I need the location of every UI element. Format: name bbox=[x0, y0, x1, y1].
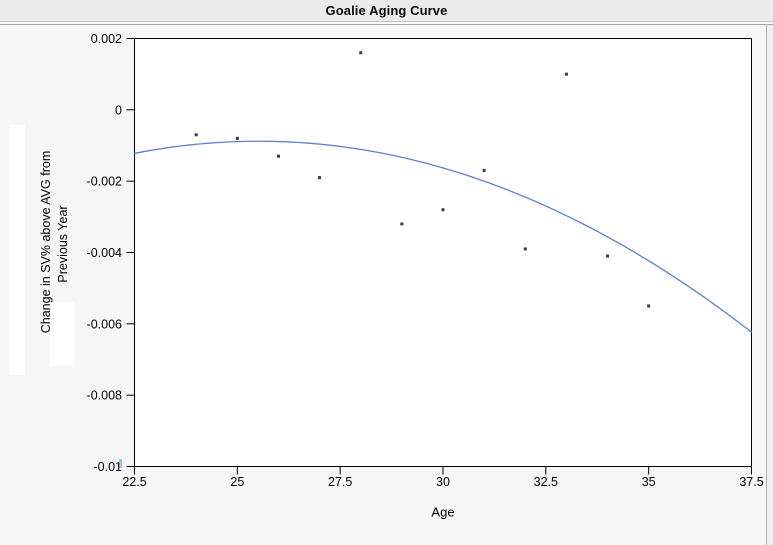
y-tick-label: -0.01 bbox=[94, 460, 123, 474]
x-tick-label: 37.5 bbox=[739, 475, 763, 489]
x-axis: 22.5 25 27.5 30 32.5 35 37.5 bbox=[122, 466, 764, 489]
y-axis: 0.002 0 -0.002 -0.004 -0.006 -0.008 -0.01 bbox=[87, 32, 135, 474]
outline-title-bar[interactable]: Goalie Aging Curve bbox=[0, 0, 773, 22]
data-point[interactable] bbox=[564, 72, 568, 76]
page-title: Goalie Aging Curve bbox=[325, 3, 448, 18]
x-tick-label: 27.5 bbox=[328, 475, 352, 489]
artifact-blue-tick bbox=[119, 459, 122, 468]
x-tick-label: 22.5 bbox=[122, 475, 146, 489]
y-axis-label-line2: Previous Year bbox=[56, 205, 70, 283]
artifact-white-patch bbox=[9, 125, 25, 375]
data-point[interactable] bbox=[194, 133, 198, 137]
data-point[interactable] bbox=[318, 176, 322, 180]
y-tick-label: 0 bbox=[115, 103, 122, 117]
y-tick-label: -0.006 bbox=[87, 317, 122, 331]
plot-area bbox=[134, 38, 752, 467]
x-axis-label: Age bbox=[431, 504, 455, 520]
scatter-points bbox=[194, 51, 651, 308]
y-axis-label-line1: Change in SV% above AVG from bbox=[39, 150, 53, 334]
data-point[interactable] bbox=[482, 168, 486, 172]
title-divider bbox=[0, 22, 773, 25]
y-tick-label: -0.008 bbox=[87, 389, 122, 403]
artifact-white-patch bbox=[50, 302, 74, 366]
data-point[interactable] bbox=[441, 208, 445, 212]
plot-frame bbox=[134, 38, 752, 467]
x-tick-label: 25 bbox=[230, 475, 244, 489]
y-tick-label: 0.002 bbox=[91, 32, 122, 46]
data-point[interactable] bbox=[647, 304, 651, 308]
data-point[interactable] bbox=[400, 222, 404, 226]
x-tick-label: 32.5 bbox=[534, 475, 558, 489]
data-point[interactable] bbox=[606, 254, 610, 258]
fit-curve bbox=[133, 140, 753, 333]
data-point[interactable] bbox=[276, 154, 280, 158]
data-point[interactable] bbox=[235, 136, 239, 140]
y-tick-label: -0.004 bbox=[87, 246, 122, 260]
y-tick-label: -0.002 bbox=[87, 175, 122, 189]
data-point[interactable] bbox=[523, 247, 527, 251]
x-tick-label: 30 bbox=[436, 475, 450, 489]
x-tick-label: 35 bbox=[642, 475, 656, 489]
data-point[interactable] bbox=[359, 51, 363, 55]
